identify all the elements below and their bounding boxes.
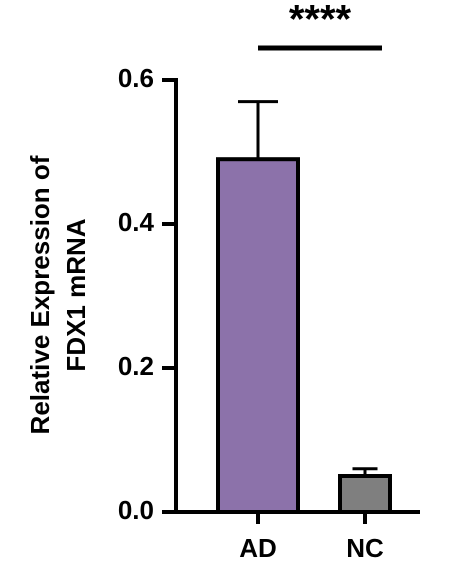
x-tick-label: NC [346,533,384,563]
y-tick-label: 0.6 [118,63,154,93]
y-tick-label: 0.2 [118,351,154,381]
y-tick-label: 0.4 [118,207,155,237]
y-label-line: Relative Expression of [25,155,55,434]
y-tick-label: 0.0 [118,495,154,525]
bar [338,474,392,514]
y-label-line: FDX1 mRNA [61,218,91,371]
x-tick-label: AD [239,533,277,563]
significance-label: **** [289,0,352,42]
bar [216,157,300,514]
y-axis-label: Relative Expression of FDX1 mRNA [25,155,91,434]
